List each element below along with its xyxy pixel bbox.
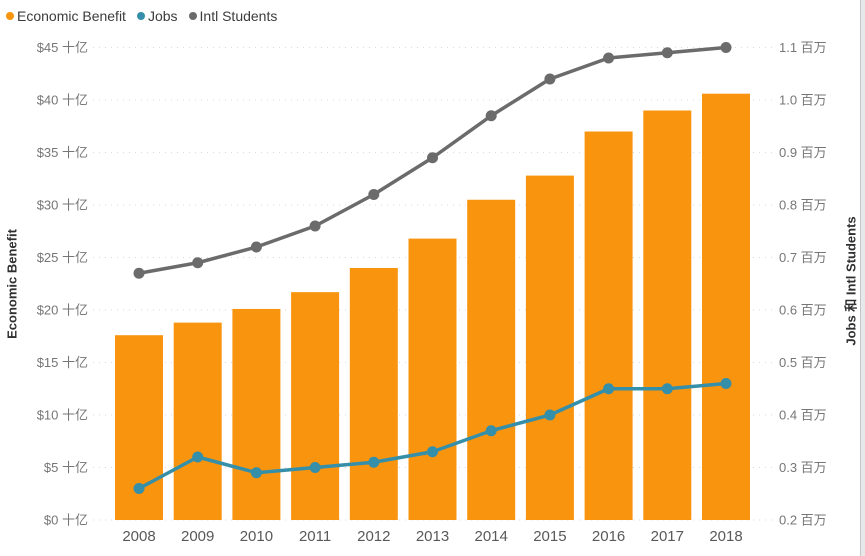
point-jobs-2010[interactable] <box>250 467 262 479</box>
bar-2018[interactable] <box>702 93 750 520</box>
x-axis-label-2018: 2018 <box>709 528 742 545</box>
left-axis-tick-label: $10 十亿 <box>37 408 88 423</box>
bar-2015[interactable] <box>525 175 574 520</box>
point-intl-students-2016[interactable] <box>603 52 615 64</box>
point-intl-students-2010[interactable] <box>250 241 262 253</box>
bar-2014[interactable] <box>467 199 516 520</box>
x-axis-label-2008: 2008 <box>122 528 155 545</box>
legend-label: Intl Students <box>199 8 278 24</box>
right-axis-tick-label: 0.8 百万 <box>779 198 827 213</box>
point-jobs-2014[interactable] <box>485 425 497 437</box>
left-axis-tick-label: $15 十亿 <box>37 355 88 370</box>
legend-dot-icon <box>136 12 145 20</box>
point-intl-students-2013[interactable] <box>427 152 438 164</box>
point-intl-students-2014[interactable] <box>485 110 497 122</box>
legend: Economic Benefit Jobs Intl Students <box>6 8 277 24</box>
left-axis-tick-label: $40 十亿 <box>37 93 88 108</box>
bar-2013[interactable] <box>408 238 457 520</box>
right-axis-tick-label: 0.2 百万 <box>779 513 827 528</box>
bar-2011[interactable] <box>291 292 340 520</box>
x-axis-label-2014: 2014 <box>475 528 508 545</box>
point-jobs-2009[interactable] <box>192 451 204 463</box>
point-jobs-2016[interactable] <box>603 383 615 395</box>
left-axis-tick-label: $35 十亿 <box>37 145 88 160</box>
right-axis-tick-label: 1.0 百万 <box>779 93 827 108</box>
x-axis-label-2015: 2015 <box>533 528 566 545</box>
x-axis-label-2011: 2011 <box>299 528 331 545</box>
x-axis-label-2012: 2012 <box>357 528 390 545</box>
right-axis-tick-label: 1.1 百万 <box>779 40 827 55</box>
point-intl-students-2015[interactable] <box>544 73 556 85</box>
point-jobs-2008[interactable] <box>133 483 145 494</box>
bar-2010[interactable] <box>232 308 281 520</box>
legend-label: Economic Benefit <box>17 8 126 24</box>
point-jobs-2012[interactable] <box>368 456 380 468</box>
right-axis-tick-label: 0.3 百万 <box>779 460 827 475</box>
x-axis-label-2009: 2009 <box>181 528 214 545</box>
point-jobs-2013[interactable] <box>427 446 438 458</box>
x-axis-label-2013: 2013 <box>416 528 449 545</box>
left-axis-tick-label: $20 十亿 <box>37 303 88 318</box>
point-intl-students-2011[interactable] <box>309 220 321 232</box>
bar-2009[interactable] <box>173 322 222 520</box>
x-axis-label-2016: 2016 <box>592 528 625 545</box>
bar-2016[interactable] <box>584 131 633 521</box>
right-axis-tick-label: 0.9 百万 <box>779 145 827 160</box>
right-axis-tick-label: 0.6 百万 <box>779 303 827 318</box>
right-axis-tick-label: 0.7 百万 <box>779 250 827 265</box>
x-axis-label-2017: 2017 <box>651 528 684 545</box>
point-intl-students-2018[interactable] <box>720 42 732 53</box>
bar-2017[interactable] <box>643 110 692 521</box>
point-jobs-2017[interactable] <box>661 383 673 395</box>
point-jobs-2011[interactable] <box>309 462 321 473</box>
left-axis-tick-label: $45 十亿 <box>37 40 88 55</box>
right-axis-tick-label: 0.4 百万 <box>779 408 827 423</box>
right-axis-tick-label: 0.5 百万 <box>779 355 827 370</box>
point-intl-students-2017[interactable] <box>661 47 673 59</box>
left-axis-tick-label: $25 十亿 <box>37 250 88 265</box>
point-jobs-2018[interactable] <box>720 378 732 389</box>
point-intl-students-2008[interactable] <box>133 267 145 279</box>
x-axis-label-2010: 2010 <box>240 528 273 545</box>
point-intl-students-2012[interactable] <box>368 189 380 200</box>
left-axis-tick-label: $0 十亿 <box>44 513 88 528</box>
left-axis-tick-label: $5 十亿 <box>44 460 88 475</box>
legend-dot-icon <box>188 12 197 20</box>
legend-dot-icon <box>6 12 14 20</box>
point-jobs-2015[interactable] <box>544 409 556 421</box>
legend-item-economic-benefit[interactable]: Economic Benefit <box>6 8 126 24</box>
window-edge <box>860 0 865 556</box>
legend-item-intl-students[interactable]: Intl Students <box>188 8 278 24</box>
legend-item-jobs[interactable]: Jobs <box>136 8 178 24</box>
left-axis-tick-label: $30 十亿 <box>37 198 88 213</box>
point-intl-students-2009[interactable] <box>192 257 204 269</box>
bar-2012[interactable] <box>349 268 398 520</box>
legend-label: Jobs <box>147 8 178 24</box>
